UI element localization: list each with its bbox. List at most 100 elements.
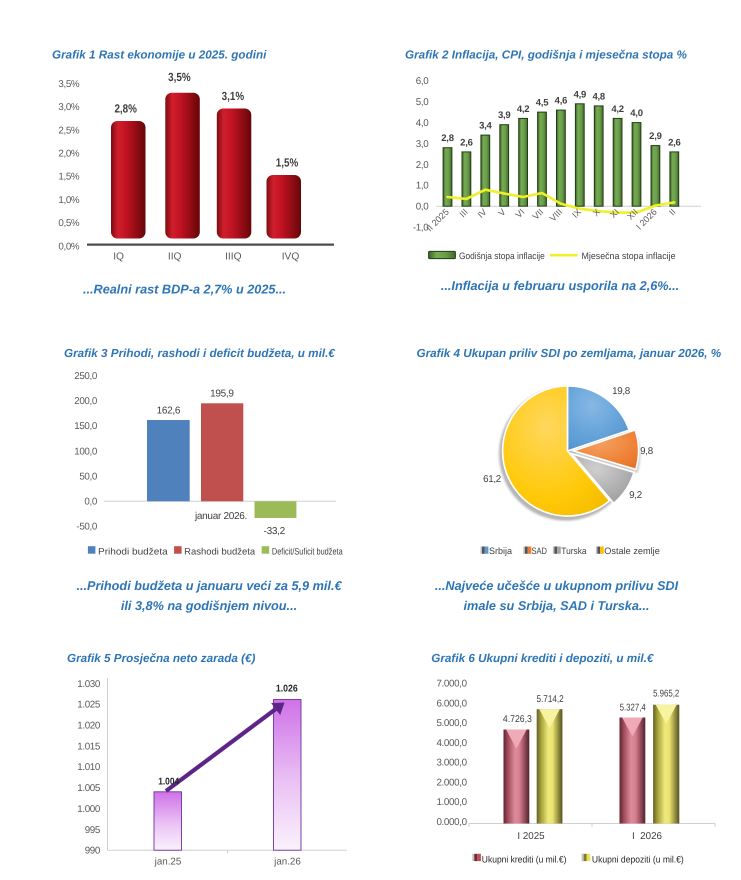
svg-text:1,5%: 1,5% <box>58 172 80 183</box>
svg-text:SAD: SAD <box>532 546 548 556</box>
svg-text:990: 990 <box>85 846 101 857</box>
svg-text:ili 3,8% na godišnjem nivou...: ili 3,8% na godišnjem nivou... <box>121 599 297 613</box>
svg-text:6.000,0: 6.000,0 <box>436 698 467 709</box>
svg-text:1,0%: 1,0% <box>58 195 80 206</box>
svg-text:1.005: 1.005 <box>77 783 101 794</box>
svg-text:2.000,0: 2.000,0 <box>436 777 467 788</box>
svg-text:1.010: 1.010 <box>77 762 101 773</box>
svg-text:2,9: 2,9 <box>649 131 661 142</box>
svg-text:jan.25: jan.25 <box>154 856 182 867</box>
svg-text:2,0%: 2,0% <box>58 149 80 160</box>
svg-text:1.000,0: 1.000,0 <box>436 797 467 808</box>
svg-text:1.025: 1.025 <box>77 700 101 711</box>
svg-text:5.965,2: 5.965,2 <box>653 689 679 700</box>
svg-text:19,8: 19,8 <box>612 386 631 397</box>
svg-text:II: II <box>667 207 678 218</box>
svg-text:5,0: 5,0 <box>416 97 429 108</box>
svg-text:4,2: 4,2 <box>517 104 529 115</box>
svg-text:1,0: 1,0 <box>416 181 429 192</box>
svg-text:9,8: 9,8 <box>640 446 654 457</box>
svg-text:Turska: Turska <box>561 546 587 556</box>
svg-text:Ostale zemlje: Ostale zemlje <box>604 546 660 556</box>
svg-text:250,0: 250,0 <box>74 371 98 382</box>
svg-text:V: V <box>496 207 507 218</box>
svg-text:Deficit/Suficit budžeta: Deficit/Suficit budžeta <box>272 547 343 557</box>
svg-text:3,0: 3,0 <box>416 139 429 150</box>
svg-text:0,0: 0,0 <box>416 202 429 213</box>
svg-text:...Prihodi budžeta u januaru v: ...Prihodi budžeta u januaru veći za 5,9… <box>76 579 342 593</box>
svg-text:Rashodi budžeta: Rashodi budžeta <box>184 547 256 557</box>
svg-text:Grafik 1 Rast ekonomije u 2025: Grafik 1 Rast ekonomije u 2025. godini <box>52 48 267 61</box>
svg-text:4,0: 4,0 <box>630 108 642 119</box>
svg-text:162,6: 162,6 <box>157 406 181 417</box>
svg-text:1.004: 1.004 <box>158 777 179 788</box>
svg-text:4,2: 4,2 <box>611 104 623 115</box>
svg-text:Ukupni krediti (u mil.€): Ukupni krediti (u mil.€) <box>482 855 567 865</box>
svg-text:Grafik 5 Prosječna neto zarada: Grafik 5 Prosječna neto zarada (€) <box>67 652 255 665</box>
svg-text:3,5%: 3,5% <box>58 79 80 90</box>
svg-text:3,4: 3,4 <box>479 121 492 132</box>
svg-text:1.020: 1.020 <box>77 721 101 732</box>
svg-text:-33,2: -33,2 <box>264 526 286 537</box>
svg-text:4,9: 4,9 <box>574 89 586 100</box>
svg-text:Srbija: Srbija <box>489 546 513 556</box>
svg-text:5.327,4: 5.327,4 <box>620 703 647 714</box>
svg-text:6,0: 6,0 <box>416 76 429 87</box>
svg-text:0.000,0: 0.000,0 <box>436 817 467 828</box>
svg-text:Grafik 2 Inflacija, CPI, godiš: Grafik 2 Inflacija, CPI, godišnja i mjes… <box>405 48 688 61</box>
svg-text:4.000,0: 4.000,0 <box>436 738 467 749</box>
svg-text:januar 2026.: januar 2026. <box>194 511 247 522</box>
svg-text:5.714,2: 5.714,2 <box>537 694 564 705</box>
svg-text:150,0: 150,0 <box>74 421 98 432</box>
svg-text:Grafik 4 Ukupan priliv SDI po: Grafik 4 Ukupan priliv SDI po zemljama, … <box>417 347 722 360</box>
svg-text:1,5%: 1,5% <box>276 156 299 170</box>
svg-text:IIIQ: IIIQ <box>225 251 241 262</box>
svg-text:...Najveće učešće u ukupnom pr: ...Najveće učešće u ukupnom prilivu SDI <box>435 579 679 593</box>
svg-text:imale su Srbija, SAD i Turska.: imale su Srbija, SAD i Turska... <box>464 599 650 613</box>
svg-text:995: 995 <box>85 825 101 836</box>
svg-text:IQ: IQ <box>113 251 124 262</box>
svg-text:4,6: 4,6 <box>555 96 567 107</box>
svg-text:-50,0: -50,0 <box>76 522 97 533</box>
svg-text:Mjesečna stopa inflacije: Mjesečna stopa inflacije <box>582 251 676 261</box>
svg-text:IVQ: IVQ <box>282 251 300 262</box>
svg-text:4.726,3: 4.726,3 <box>503 714 532 725</box>
svg-text:2,8: 2,8 <box>441 133 453 144</box>
svg-text:2,0: 2,0 <box>416 160 429 171</box>
svg-text:Ukupni depoziti (u mil.€): Ukupni depoziti (u mil.€) <box>592 855 684 865</box>
svg-text:3,0%: 3,0% <box>58 102 80 113</box>
svg-text:61,2: 61,2 <box>483 474 501 485</box>
svg-text:1.015: 1.015 <box>77 741 101 752</box>
svg-text:7.000,0: 7.000,0 <box>436 679 467 690</box>
svg-text:200,0: 200,0 <box>74 396 98 407</box>
svg-text:5.000,0: 5.000,0 <box>436 718 467 729</box>
svg-text:0,5%: 0,5% <box>58 218 80 229</box>
svg-text:1.026: 1.026 <box>276 684 298 695</box>
svg-text:...Realni rast BDP-a 2,7% u 20: ...Realni rast BDP-a 2,7% u 2025... <box>83 283 286 297</box>
svg-text:IIQ: IIQ <box>168 251 182 262</box>
svg-text:3,1%: 3,1% <box>222 89 245 103</box>
svg-text:9,2: 9,2 <box>629 490 642 501</box>
svg-text:3.000,0: 3.000,0 <box>436 758 467 769</box>
svg-text:jan.26: jan.26 <box>273 856 301 867</box>
svg-text:0,0: 0,0 <box>84 497 97 508</box>
svg-text:1.030: 1.030 <box>77 679 101 690</box>
svg-text:195,9: 195,9 <box>210 389 234 400</box>
svg-text:I 2026: I 2026 <box>632 831 663 842</box>
svg-text:2,5%: 2,5% <box>58 125 80 136</box>
svg-text:0,0%: 0,0% <box>58 241 80 252</box>
svg-text:Grafik 3 Prihodi, rashodi i de: Grafik 3 Prihodi, rashodi i deficit budž… <box>64 347 335 360</box>
svg-text:50,0: 50,0 <box>79 471 98 482</box>
svg-text:100,0: 100,0 <box>74 446 98 457</box>
svg-text:3,5%: 3,5% <box>168 70 191 84</box>
svg-text:Prihodi budžeta: Prihodi budžeta <box>98 547 169 557</box>
svg-text:Grafik 6 Ukupni krediti i depo: Grafik 6 Ukupni krediti i depoziti, u mi… <box>431 652 654 665</box>
svg-text:...Inflacija u februaru uspori: ...Inflacija u februaru usporila na 2,6%… <box>441 279 679 293</box>
svg-text:-1,0: -1,0 <box>413 223 429 234</box>
svg-text:4,0: 4,0 <box>416 118 429 129</box>
svg-text:I 2025: I 2025 <box>517 831 545 842</box>
svg-text:1.000: 1.000 <box>77 804 101 815</box>
svg-text:Godišnja stopa inflacije: Godišnja stopa inflacije <box>459 251 545 261</box>
svg-text:4,5: 4,5 <box>536 98 549 109</box>
svg-text:X: X <box>591 207 602 218</box>
